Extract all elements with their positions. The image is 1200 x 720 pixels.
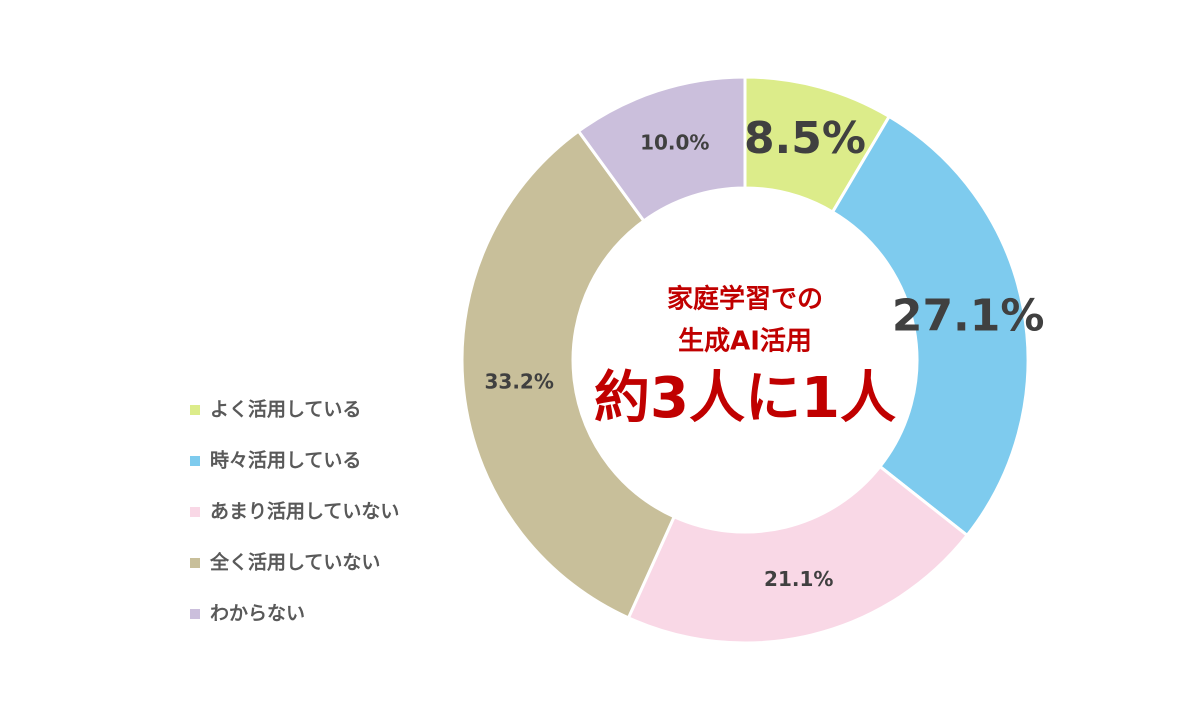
slice — [460, 129, 677, 620]
legend-text: 時々活用している — [210, 449, 361, 472]
legend-text: 全く活用していない — [209, 551, 380, 574]
annotation: 約3人に1人 — [594, 366, 896, 431]
slice — [576, 75, 747, 224]
legend-swatch — [190, 609, 200, 619]
data-label: 27.1% — [892, 290, 1045, 341]
legend-swatch — [190, 405, 200, 415]
legend-swatch — [190, 558, 200, 568]
annotation: 家庭学習での — [667, 284, 823, 315]
data-label: 33.2% — [484, 370, 553, 394]
legend-text: よく活用している — [210, 398, 361, 421]
legend-swatch — [190, 507, 200, 517]
annotation: 生成AI活用 — [678, 327, 812, 357]
legend-text: わからない — [210, 603, 305, 625]
data-label: 21.1% — [764, 567, 833, 591]
data-label: 10.0% — [640, 131, 709, 155]
data-label: 8.5% — [744, 113, 866, 164]
legend-text: あまり活用していない — [210, 500, 399, 523]
slice — [830, 114, 1030, 538]
legend-swatch — [190, 456, 200, 466]
slice — [626, 464, 970, 645]
